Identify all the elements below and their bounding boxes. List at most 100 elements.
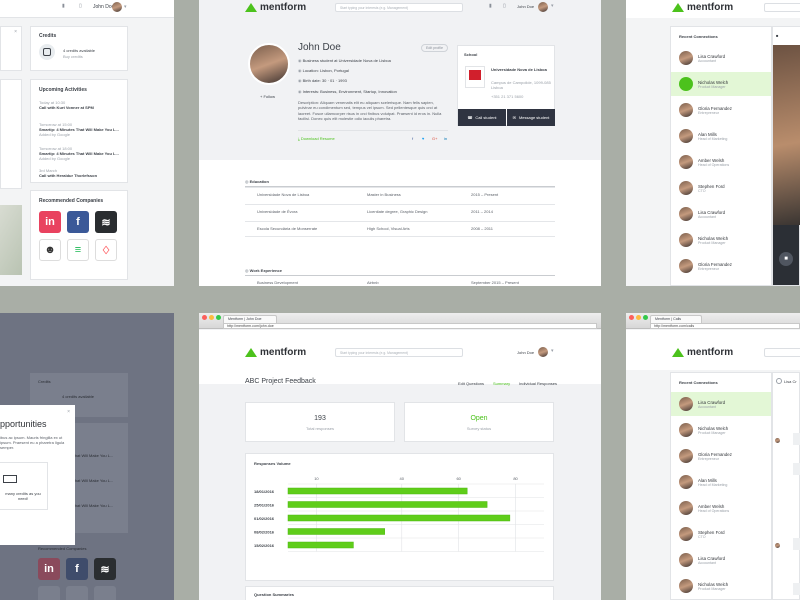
maximize-window-button[interactable] [643, 315, 648, 320]
search-input[interactable]: Start typing your interests (e.g. Manage… [335, 348, 463, 357]
bar[interactable] [287, 528, 385, 535]
connection-name: Alan Mills [698, 477, 717, 483]
connection-item[interactable]: Stephen Ford CTO [671, 176, 771, 200]
trash-icon[interactable]: ▯ [79, 3, 82, 9]
bar[interactable] [287, 501, 488, 508]
message-student-button[interactable]: ✉ Message student [507, 109, 555, 126]
user-name[interactable]: John Doe [93, 4, 115, 10]
connection-item[interactable]: Nicholas Welch Product Manager [671, 72, 771, 96]
minimize-window-button[interactable] [209, 315, 214, 320]
connection-role: Head of Operations [698, 162, 730, 167]
chevron-down-icon[interactable]: ▾ [124, 4, 127, 10]
bar[interactable] [287, 541, 354, 549]
activity-item[interactable]: Tomorrow at 15:00 Smartip: 4 Minutes Tha… [39, 122, 119, 137]
bar[interactable] [287, 487, 468, 495]
x-tick-label: 40 [400, 476, 405, 481]
connection-item[interactable]: Lisa Crawford Accountant [671, 392, 771, 416]
squarespace-logo-icon[interactable]: ≋ [95, 211, 117, 233]
profile-name: John Doe [298, 42, 341, 53]
logo[interactable]: mentform [245, 2, 306, 13]
chat-name[interactable]: Lisa Cr [784, 379, 797, 384]
connection-item[interactable]: Gloria Fernandez Entrepreneur [671, 254, 771, 278]
connection-item[interactable]: Gloria Fernandez Entrepreneur [671, 444, 771, 468]
trash-icon[interactable]: ▯ [503, 3, 506, 9]
connection-role: Entrepreneur [698, 456, 719, 461]
close-window-button[interactable] [202, 315, 207, 320]
connection-item[interactable]: Gloria Fernandez Entrepreneur [671, 98, 771, 122]
logo[interactable]: mentform [672, 347, 733, 358]
minimize-window-button[interactable] [636, 315, 641, 320]
activity-item[interactable]: 3rd March Call with Heraldur Thorlefsson [39, 168, 98, 178]
user-name[interactable]: John Doe [517, 4, 535, 9]
avatar[interactable] [112, 2, 122, 12]
twitter-icon[interactable]: ♥ [422, 136, 425, 141]
connection-name: Nicholas Welch [698, 581, 729, 587]
edit-profile-button[interactable]: Edit profile [421, 44, 448, 52]
spotify-logo-icon[interactable]: ≡ [67, 239, 89, 261]
address-bar[interactable]: http://mentform.com/john.doe [223, 323, 597, 329]
browser-tab[interactable]: Mentform | John Doe [223, 315, 277, 323]
google-plus-icon[interactable]: G+ [432, 136, 438, 141]
invision-logo-icon[interactable]: in [39, 211, 61, 233]
page-header [199, 330, 601, 384]
video-icon: ■ [776, 33, 779, 38]
connection-item[interactable]: Lisa Crawford Accountant [671, 548, 771, 572]
linkedin-icon[interactable]: in [444, 136, 448, 141]
follow-button[interactable]: + Follow [260, 94, 276, 99]
credits-text: 4 credits available [63, 48, 96, 53]
close-window-button[interactable] [629, 315, 634, 320]
facebook-logo-icon[interactable]: f [67, 211, 89, 233]
connection-item[interactable]: Alan Mills Head of Marketing [671, 124, 771, 148]
modal-offer-card[interactable]: many credits as you need! [0, 462, 48, 510]
table-row: Universidade de Évora Licentiate degree, … [245, 204, 555, 218]
logo[interactable]: mentform [245, 347, 306, 358]
buy-credits-link[interactable]: Buy credits [63, 54, 83, 59]
connection-role: Product Manager [698, 430, 726, 435]
call-student-button[interactable]: ☎ Call student [458, 109, 506, 126]
connection-item[interactable]: Alan Mills Head of Marketing [671, 470, 771, 494]
logo-gem-icon [672, 3, 684, 12]
bar[interactable] [287, 514, 511, 522]
browser-chrome: Mentform | Calls http://mentform.com/cal… [626, 313, 800, 329]
connection-role: Head of Marketing [698, 482, 728, 487]
bell-icon[interactable]: ▮ [62, 3, 65, 9]
tab-individual-responses[interactable]: Individual Responses [519, 381, 558, 386]
screen-dashboard-sidebar: John Doe ▾ ▮ ▯ × Credits 4 credits avail… [0, 0, 174, 286]
connection-item[interactable]: Lisa Crawford Accountant [671, 202, 771, 226]
facebook-icon[interactable]: f [412, 136, 414, 141]
school-name[interactable]: Universidade Nova de Lisboa [491, 67, 547, 72]
airbnb-logo-icon[interactable]: ♢ [95, 239, 117, 261]
connection-item[interactable]: Nicholas Welch Product Manager [671, 228, 771, 252]
connection-item[interactable]: Lisa Crawford Accountant [671, 46, 771, 70]
avatar[interactable] [538, 347, 548, 357]
search-input[interactable] [764, 3, 800, 12]
chevron-down-icon[interactable]: ▾ [551, 3, 554, 9]
connection-item[interactable]: Nicholas Welch Product Manager [671, 418, 771, 442]
tab-edit-questions[interactable]: Edit Questions [458, 381, 485, 386]
chevron-down-icon[interactable]: ▾ [551, 348, 554, 354]
search-input[interactable]: Start typing your interests (e.g. Manage… [335, 3, 463, 12]
search-input[interactable] [764, 348, 800, 357]
maximize-window-button[interactable] [216, 315, 221, 320]
address-bar[interactable]: http://mentform.com/calls [650, 323, 800, 329]
logo[interactable]: mentform [672, 2, 733, 13]
avatar [679, 103, 693, 117]
download-resume-link[interactable]: ⤓ Download Resume [298, 136, 335, 141]
user-name[interactable]: John Doe [517, 350, 535, 355]
activity-item[interactable]: Today at 10:30 Call with Kurt Vonner at … [39, 100, 94, 110]
close-icon[interactable]: × [67, 409, 70, 415]
avatar[interactable] [538, 2, 548, 12]
activity-item[interactable]: Tomorrow at 18:00 Smartip: 4 Minutes Tha… [39, 146, 119, 161]
close-icon[interactable]: × [14, 29, 17, 35]
tab-summary[interactable]: Summary [493, 381, 511, 386]
mailchimp-logo-icon[interactable]: ☻ [39, 239, 61, 261]
bell-icon[interactable]: ▮ [489, 3, 492, 9]
avatar [775, 438, 780, 443]
camera-toggle-button[interactable]: ■ [779, 252, 793, 266]
connection-item[interactable]: Amber Welsh Head of Operations [671, 150, 771, 174]
connection-item[interactable]: Stephen Ford CTO [671, 522, 771, 546]
connection-item[interactable]: Nicholas Welch Product Manager [671, 574, 771, 598]
browser-tab[interactable]: Mentform | Calls [650, 315, 702, 323]
connection-item[interactable]: Amber Welsh Head of Operations [671, 496, 771, 520]
x-tick-label: 80 [513, 476, 518, 481]
